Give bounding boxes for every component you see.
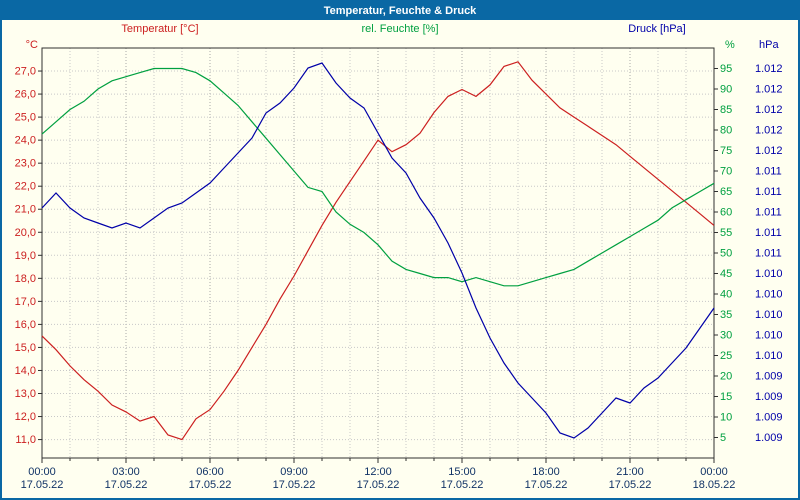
date-tick-label: 17.05.22 xyxy=(441,479,484,491)
pressure-tick-label: 1.010 xyxy=(755,330,783,342)
date-tick-label: 17.05.22 xyxy=(105,479,148,491)
legend-humidity: rel. Feuchte [%] xyxy=(361,23,439,35)
pressure-tick-label: 1.009 xyxy=(755,391,783,403)
pressure-unit-label: hPa xyxy=(759,39,779,51)
temperature-tick-label: 11,0 xyxy=(15,434,36,446)
time-tick-label: 15:00 xyxy=(448,466,476,478)
temperature-tick-label: 21,0 xyxy=(15,204,36,216)
temperature-tick-label: 20,0 xyxy=(15,227,36,239)
humidity-axis: 95 90 85 80 75 70 65 60 55 50 45 40 35 30 25 20 15 10 5 xyxy=(714,63,732,444)
humidity-unit-label: % xyxy=(725,39,735,51)
pressure-tick-label: 1.011 xyxy=(755,186,782,198)
time-axis: 00:0017.05.2203:0017.05.2206:0017.05.220… xyxy=(21,458,736,491)
pressure-tick-label: 1.011 xyxy=(755,248,782,260)
temperature-tick-label: 17,0 xyxy=(15,296,36,308)
gridlines xyxy=(42,48,714,458)
humidity-tick-label: 15 xyxy=(720,391,732,403)
temperature-tick-label: 26,0 xyxy=(15,89,36,101)
time-tick-label: 12:00 xyxy=(364,466,392,478)
temperature-tick-label: 25,0 xyxy=(15,112,36,124)
pressure-tick-label: 1.012 xyxy=(755,145,783,157)
pressure-tick-label: 1.009 xyxy=(755,371,783,383)
temperature-axis: 27,0 26,0 25,0 24,0 23,0 22,0 21,0 20,0 19,0 18,0… xyxy=(15,66,42,446)
temperature-tick-label: 19,0 xyxy=(15,250,36,262)
temperature-tick-label: 27,0 xyxy=(15,66,36,78)
time-tick-label: 00:00 xyxy=(700,466,728,478)
pressure-tick-label: 1.011 xyxy=(755,207,782,219)
temperature-line xyxy=(41,61,715,441)
temperature-tick-label: 14,0 xyxy=(15,365,36,377)
humidity-tick-label: 10 xyxy=(720,412,732,424)
humidity-tick-label: 95 xyxy=(720,63,732,75)
time-tick-label: 21:00 xyxy=(616,466,644,478)
temperature-tick-label: 23,0 xyxy=(15,158,36,170)
humidity-tick-label: 85 xyxy=(720,104,732,116)
humidity-tick-label: 25 xyxy=(720,350,732,362)
humidity-tick-label: 60 xyxy=(720,207,732,219)
humidity-tick-label: 65 xyxy=(720,186,732,198)
time-tick-label: 00:00 xyxy=(28,466,56,478)
humidity-tick-label: 40 xyxy=(720,289,732,301)
humidity-tick-label: 45 xyxy=(720,268,732,280)
legend-temperature: Temperatur [°C] xyxy=(121,23,199,35)
date-tick-label: 17.05.22 xyxy=(273,479,316,491)
temperature-tick-label: 16,0 xyxy=(15,319,36,331)
time-tick-label: 18:00 xyxy=(532,466,560,478)
date-tick-label: 17.05.22 xyxy=(21,479,64,491)
humidity-tick-label: 55 xyxy=(720,227,732,239)
pressure-tick-label: 1.012 xyxy=(755,84,783,96)
humidity-line xyxy=(41,67,715,287)
temperature-tick-label: 22,0 xyxy=(15,181,36,193)
temperature-unit-label: °C xyxy=(25,39,38,51)
pressure-axis: 1.012 1.012 1.012 1.012 1.012 1.011 1.011 1.011… xyxy=(755,63,783,444)
date-tick-label: 18.05.22 xyxy=(693,479,736,491)
humidity-tick-label: 90 xyxy=(720,84,732,96)
pressure-tick-label: 1.012 xyxy=(755,125,783,137)
pressure-tick-label: 1.011 xyxy=(755,166,782,178)
humidity-tick-label: 80 xyxy=(720,125,732,137)
humidity-tick-label: 70 xyxy=(720,166,732,178)
pressure-line xyxy=(41,62,715,439)
date-tick-label: 17.05.22 xyxy=(525,479,568,491)
window-titlebar[interactable]: Temperatur, Feuchte & Druck xyxy=(2,2,798,20)
humidity-tick-label: 35 xyxy=(720,309,732,321)
date-tick-label: 17.05.22 xyxy=(609,479,652,491)
date-tick-label: 17.05.22 xyxy=(189,479,232,491)
humidity-tick-label: 75 xyxy=(720,145,732,157)
temperature-tick-label: 12,0 xyxy=(15,411,36,423)
window-title: Temperatur, Feuchte & Druck xyxy=(323,5,477,17)
pressure-tick-label: 1.010 xyxy=(755,268,783,280)
chart-canvas: 27,0 26,0 25,0 24,0 23,0 22,0 21,0 20,0 19,0 18,0… xyxy=(15,47,783,491)
pressure-tick-label: 1.012 xyxy=(755,104,783,116)
pressure-tick-label: 1.009 xyxy=(755,432,783,444)
humidity-tick-label: 20 xyxy=(720,371,732,383)
pressure-tick-label: 1.012 xyxy=(755,63,783,75)
legend-pressure: Druck [hPa] xyxy=(628,23,686,35)
humidity-tick-label: 5 xyxy=(720,432,726,444)
pressure-tick-label: 1.010 xyxy=(755,309,783,321)
temperature-tick-label: 15,0 xyxy=(15,342,36,354)
temperature-tick-label: 24,0 xyxy=(15,135,36,147)
temperature-tick-label: 18,0 xyxy=(15,273,36,285)
date-tick-label: 17.05.22 xyxy=(357,479,400,491)
pressure-tick-label: 1.011 xyxy=(755,227,782,239)
humidity-tick-label: 50 xyxy=(720,248,732,260)
pressure-tick-label: 1.010 xyxy=(755,289,783,301)
time-tick-label: 09:00 xyxy=(280,466,308,478)
humidity-tick-label: 30 xyxy=(720,330,732,342)
pressure-tick-label: 1.010 xyxy=(755,350,783,362)
time-tick-label: 06:00 xyxy=(196,466,224,478)
pressure-tick-label: 1.009 xyxy=(755,412,783,424)
time-tick-label: 03:00 xyxy=(112,466,140,478)
temperature-tick-label: 13,0 xyxy=(15,388,36,400)
